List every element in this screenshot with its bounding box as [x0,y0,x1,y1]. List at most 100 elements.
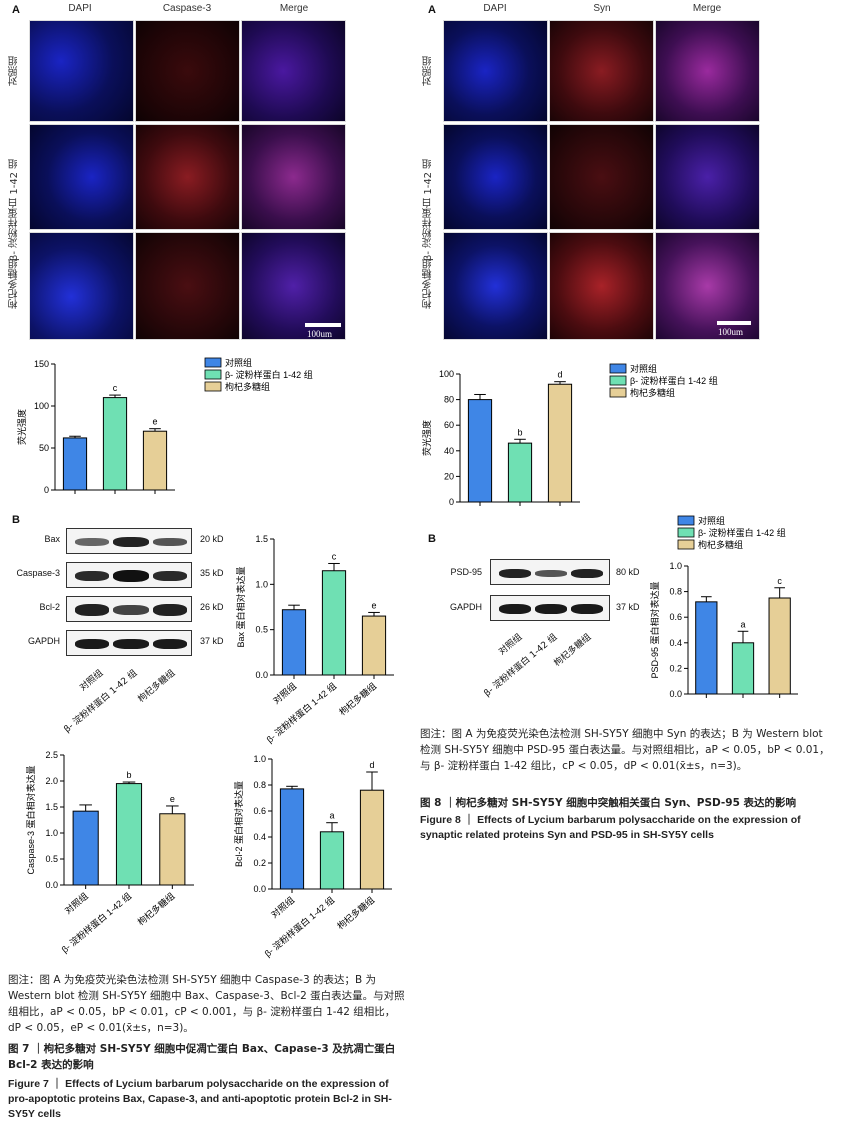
wb-label-bcl2: Bcl-2 [39,602,60,612]
x-tick-label-1: β- 淀粉样蛋白 1-42 组 [262,894,336,959]
sig-label-2: d [557,370,562,380]
fig7-img-abeta-merge [241,124,346,230]
legend-swatch-1 [204,369,222,380]
bar-2 [547,383,573,503]
bar-0 [62,437,88,491]
y-tick-label: 0.4 [669,638,682,648]
wb-label-caspase3: Caspase-3 [16,568,60,578]
fig8-psd95-chart: 0.0 0.2 0.4 0.6 0.8 1.0 PSD-95 蛋白相对表达量 a c 对照组β- … [649,515,798,699]
fig7-title-en: Figure 7 ｜ Effects of Lycium barbarum po… [8,1078,392,1120]
wb-strip-psd95 [490,559,610,585]
wb-kd-psd95: 80 kD [616,567,640,577]
bar-1 [319,831,345,890]
fig7-img-ctrl-casp [135,20,240,122]
y-axis-label: 荧光强度 [421,420,432,456]
y-tick-label: 60 [444,420,454,430]
bar-0 [72,810,99,886]
fig7-img-ctrl-merge [241,20,346,122]
y-tick-label: 0.2 [253,858,266,868]
bar-1 [507,442,533,503]
legend-label-2: 枸杞多糖组 [698,539,743,550]
wb-kd-bcl2: 26 kD [200,602,224,612]
y-tick-label: 2.5 [45,750,58,760]
y-axis-label: 荧光强度 [16,409,27,445]
wb8-xlabel-lbp: 枸杞多糖组 [552,632,594,669]
bar-2 [142,430,168,491]
bar-1 [731,642,755,695]
fig7-img-abeta-casp [135,124,240,230]
fig7-img-lbp-casp [135,232,240,340]
fig8-img-abeta-dapi [443,124,548,230]
wb-label-psd95: PSD-95 [450,567,482,577]
fig7-scale-bar [305,323,341,327]
y-tick-label: 100 [439,369,454,379]
sig-label-1: b [126,770,131,780]
y-tick-label: 100 [34,401,49,411]
legend-swatch-0 [677,515,695,526]
sig-label-2: e [170,794,175,804]
bar-1 [102,397,128,491]
sig-label-2: e [152,417,157,427]
legend-swatch-1 [677,527,695,538]
bar-2 [359,789,385,890]
fig8-img-abeta-merge [655,124,760,230]
wb-kd-gapdh: 37 kD [200,636,224,646]
x-tick-label-2: 枸杞多糖组 [135,890,177,927]
bar-0 [279,788,305,890]
y-tick-label: 1.5 [45,802,58,812]
wb-strip-gapdh-8 [490,595,610,621]
wb-xlabel-lbp: 枸杞多糖组 [136,668,178,705]
legend-label-2: 枸杞多糖组 [225,381,270,392]
fig8-title-cn: 图 8 ｜枸杞多糖对 SH-SY5Y 细胞中突触相关蛋白 Syn、PSD-95 … [420,797,797,809]
fig8-img-lbp-dapi [443,232,548,340]
y-axis-label: PSD-95 蛋白相对表达量 [649,581,660,678]
fig7-img-lbp-dapi [29,232,134,340]
y-tick-label: 20 [444,471,454,481]
fig7-header-dapi: DAPI [68,3,92,14]
sig-label-1: a [329,811,334,821]
y-tick-label: 0 [449,497,454,507]
fig8-img-ctrl-dapi [443,20,548,122]
y-tick-label: 0.6 [253,806,266,816]
legend-label-0: 对照组 [225,357,252,368]
x-tick-label-1: β- 淀粉样蛋白 1-42 组 [264,680,338,745]
y-tick-label: 1.0 [253,754,266,764]
wb-label-gapdh-8: GAPDH [449,602,482,612]
y-tick-label: 50 [39,443,49,453]
legend-label-1: β- 淀粉样蛋白 1-42 组 [698,527,786,538]
bar-2 [159,813,186,886]
sig-label-1: c [332,551,337,561]
legend-label-1: β- 淀粉样蛋白 1-42 组 [225,369,313,380]
x-tick-label-1: β- 淀粉样蛋白 1-42 组 [59,890,133,955]
y-tick-label: 0.0 [255,670,268,680]
y-tick-label: 0.8 [253,780,266,790]
fig7-img-ctrl-dapi [29,20,134,122]
fig8-img-ctrl-merge [655,20,760,122]
bar-0 [467,399,493,503]
y-tick-label: 150 [34,359,49,369]
legend-swatch-2 [609,387,627,398]
legend-label-1: β- 淀粉样蛋白 1-42 组 [630,375,718,386]
y-tick-label: 2.0 [45,776,58,786]
fig7-scale-label: 100um [307,329,333,339]
y-tick-label: 1.0 [45,828,58,838]
bar-0 [281,609,307,676]
legend-swatch-2 [204,381,222,392]
fig8-header-dapi: DAPI [483,3,507,14]
wb-strip-caspase3 [66,562,192,588]
y-tick-label: 0.2 [669,663,682,673]
fig8-panel-a-letter: A [428,4,436,16]
wb-kd-caspase3: 35 kD [200,568,224,578]
y-tick-label: 0.0 [253,884,266,894]
y-tick-label: 80 [444,395,454,405]
wb8-xlabel-control: 对照组 [497,632,525,658]
x-tick-label-2: 枸杞多糖组 [337,680,379,717]
sig-label-1: c [113,383,118,393]
fig7-panel-b-letter: B [12,514,20,526]
bar-2 [361,615,387,676]
fig7-img-abeta-dapi [29,124,134,230]
bar-0 [695,601,718,695]
